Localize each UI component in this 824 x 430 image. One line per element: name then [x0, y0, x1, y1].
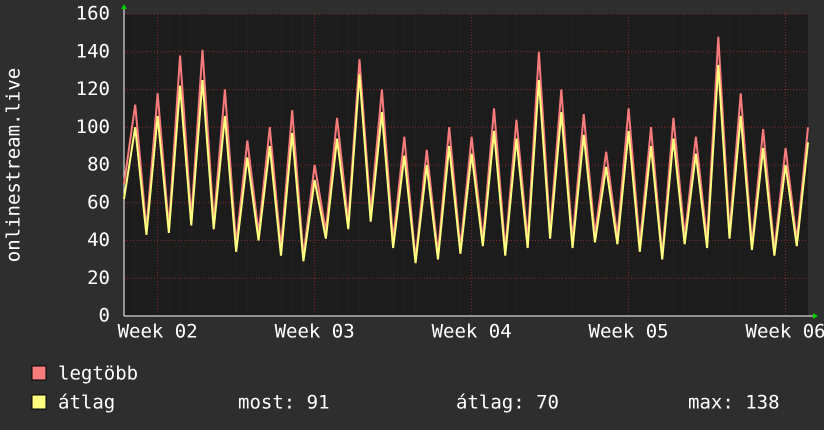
y-tick-label: 60	[87, 191, 110, 213]
y-tick-label: 40	[87, 229, 110, 251]
legend-label: legtöbb	[58, 363, 138, 385]
y-arrow	[121, 4, 127, 9]
x-tick-label: Week 05	[589, 321, 669, 343]
x-arrow	[813, 313, 818, 319]
series-line	[123, 64, 809, 264]
y-tick-label: 80	[87, 154, 110, 176]
y-tick-label: 120	[76, 78, 110, 100]
x-tick-label: Week 02	[118, 321, 198, 343]
y-tick-label: 160	[76, 3, 110, 25]
legend-label: átlag	[58, 392, 115, 414]
series-line	[123, 36, 809, 260]
stat: most: 91	[238, 392, 330, 414]
y-tick-label: 20	[87, 267, 110, 289]
y-axis-label: onlinestream.live	[3, 68, 25, 262]
x-tick-label: Week 04	[432, 321, 512, 343]
legend-swatch	[31, 394, 47, 410]
x-tick-label: Week 06	[746, 321, 824, 343]
x-tick-label: Week 03	[275, 321, 355, 343]
y-tick-label: 0	[99, 305, 110, 327]
stat: max: 138	[688, 392, 780, 414]
y-tick-label: 140	[76, 40, 110, 62]
y-tick-label: 100	[76, 116, 110, 138]
legend-swatch	[31, 365, 47, 381]
stat: átlag: 70	[456, 392, 559, 414]
